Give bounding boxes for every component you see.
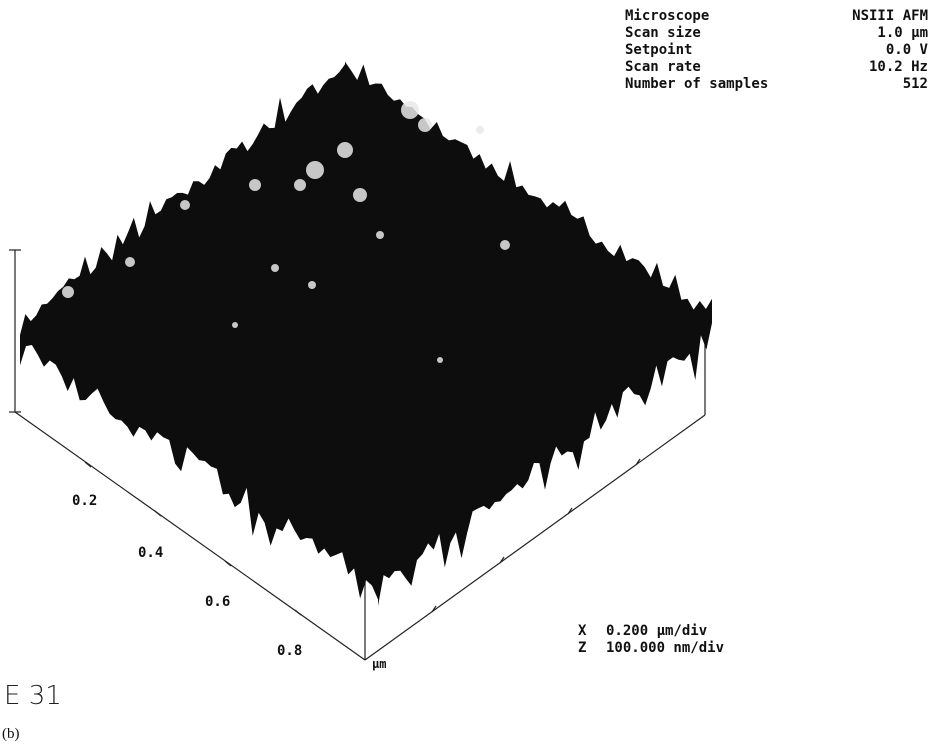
scale-value: 0.200 µm/div: [606, 623, 707, 639]
axis-label: 0.6: [205, 594, 230, 610]
param-name: Number of samples: [625, 76, 768, 92]
scale-axis: X: [578, 623, 587, 639]
surface-highlights: [62, 101, 510, 363]
scale-value: 100.000 nm/div: [606, 640, 724, 656]
image-id: E 31: [4, 681, 62, 711]
scan-parameters: Microscope NSIII AFM Scan size 1.0 µm Setpoi…: [625, 8, 929, 92]
param-value: 0.0 V: [886, 42, 929, 58]
param-name: Setpoint: [625, 42, 692, 58]
axis-label: 0.8: [277, 643, 302, 659]
param-value: 10.2 Hz: [869, 59, 928, 75]
scale-axis: Z: [578, 640, 586, 656]
param-value: 512: [903, 76, 928, 92]
afm-surface: [20, 61, 712, 607]
param-value: NSIII AFM: [852, 8, 928, 24]
param-name: Scan size: [625, 25, 701, 41]
param-value: 1.0 µm: [877, 25, 928, 41]
caption: (b): [2, 726, 20, 742]
axis-label: 0.4: [138, 545, 163, 561]
param-name: Scan rate: [625, 59, 701, 75]
axis-unit: µm: [372, 657, 386, 671]
param-name: Microscope: [625, 8, 709, 24]
axis-label: 0.2: [72, 493, 97, 509]
